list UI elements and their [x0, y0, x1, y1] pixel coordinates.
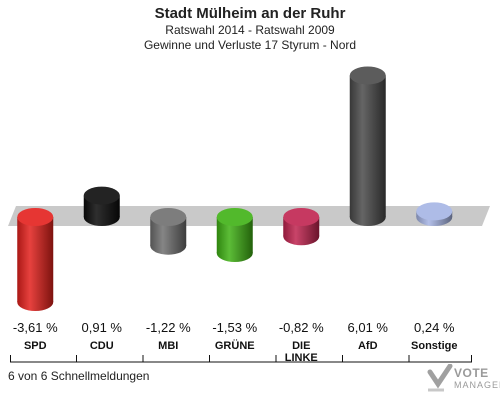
value-label: 0,91 %	[82, 320, 123, 335]
bar-afd	[349, 66, 386, 226]
value-label: -0,82 %	[279, 320, 324, 335]
category-label: Sonstige	[411, 340, 457, 352]
logo-subtitle: MANAGER	[454, 380, 500, 390]
category-label: CDU	[90, 340, 114, 352]
bar-cdu	[83, 186, 120, 226]
chart-title: Stadt Mülheim an der Ruhr	[154, 5, 346, 22]
bar-spd	[17, 208, 54, 311]
chart-subtitle-district: Gewinne und Verluste 17 Styrum - Nord	[143, 38, 357, 52]
value-label: -3,61 %	[13, 320, 58, 335]
category-label: GRÜNE	[215, 339, 255, 352]
category-label: AfD	[358, 340, 378, 352]
category-label: LINKE	[285, 352, 318, 364]
value-label: 0,24 %	[414, 320, 455, 335]
chart-header: Stadt Mülheim an der Ruhr Ratswahl 2014 …	[0, 4, 500, 53]
checkmark-icon	[427, 363, 453, 392]
value-label: -1,22 %	[146, 320, 191, 335]
logo-name: VOTE	[454, 366, 489, 380]
bar-grüne	[216, 208, 253, 263]
bar-mbi	[150, 208, 187, 255]
category-label: DIE	[292, 340, 310, 352]
votemanager-logo: VOTE MANAGER	[424, 363, 500, 398]
bar-die-linke	[283, 208, 320, 246]
bar-sonstige	[416, 202, 453, 226]
reporting-status: 6 von 6 Schnellmeldungen	[8, 369, 150, 383]
category-label: MBI	[158, 340, 178, 352]
chart-subtitle-election: Ratswahl 2014 - Ratswahl 2009	[165, 23, 335, 37]
value-label: -1,53 %	[212, 320, 257, 335]
value-label: 6,01 %	[348, 320, 389, 335]
category-label: SPD	[24, 340, 47, 352]
